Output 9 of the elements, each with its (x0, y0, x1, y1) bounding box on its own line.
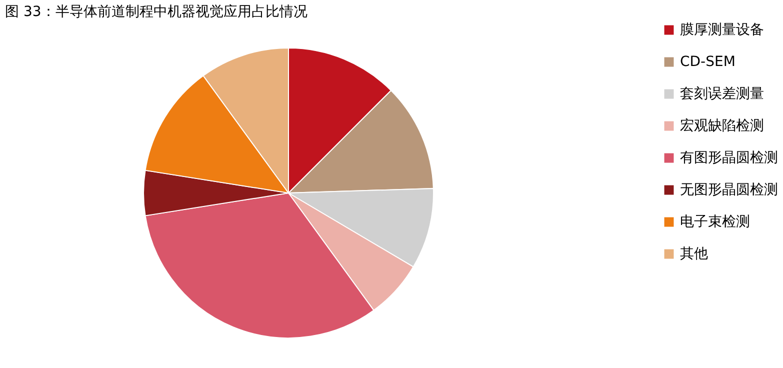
chart-title: 图 33：半导体前道制程中机器视觉应用占比情况 (5, 4, 308, 20)
legend-label: 无图形晶圆检测 (680, 182, 778, 198)
legend-label: 电子束检测 (680, 214, 750, 230)
legend-label: 有图形晶圆检测 (680, 150, 778, 166)
legend-label: 膜厚测量设备 (680, 22, 764, 38)
legend-label: 宏观缺陷检测 (680, 118, 764, 134)
legend-label: CD-SEM (680, 54, 736, 70)
legend-label: 其他 (680, 246, 708, 262)
legend-label: 套刻误差测量 (680, 86, 764, 102)
